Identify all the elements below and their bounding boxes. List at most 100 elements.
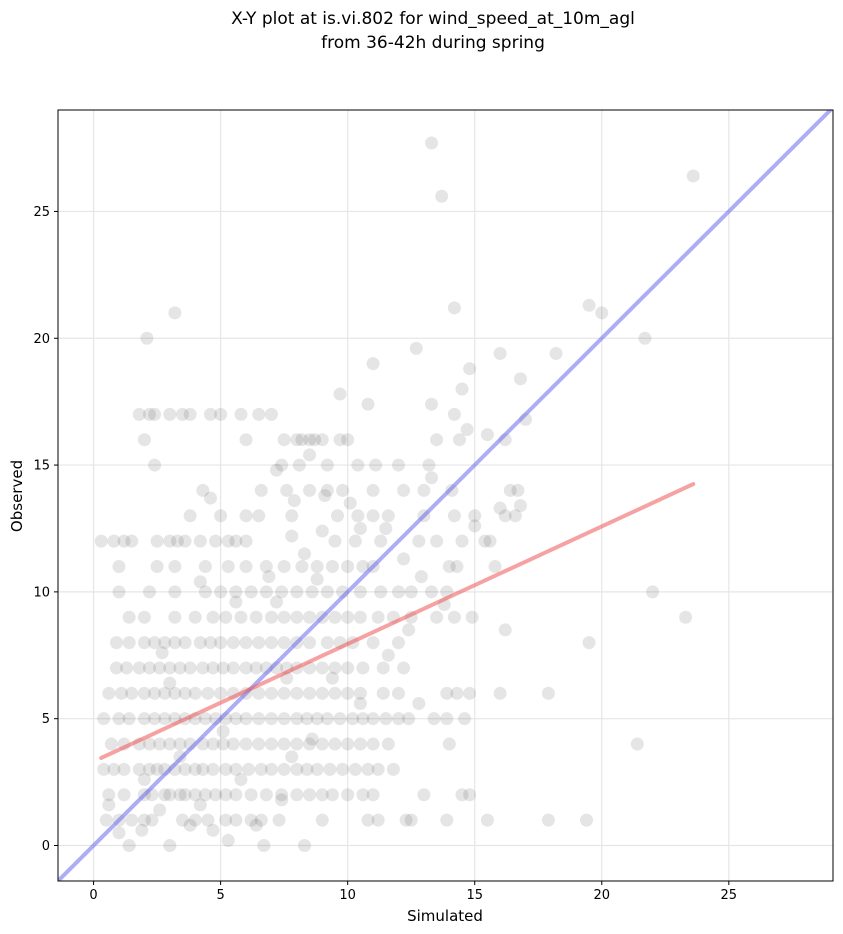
data-point (163, 838, 177, 852)
data-point (493, 346, 507, 360)
data-point (333, 712, 347, 726)
data-point (168, 585, 182, 599)
data-point (115, 686, 129, 700)
data-point (325, 560, 339, 574)
data-point (264, 762, 278, 776)
data-point (303, 433, 317, 447)
data-point (463, 686, 477, 700)
data-point (234, 773, 248, 787)
fit-lines-layer (58, 110, 833, 881)
data-point (343, 496, 357, 510)
data-point (229, 595, 243, 609)
data-point (463, 362, 477, 376)
data-point (244, 813, 258, 827)
data-point (173, 737, 187, 751)
data-point (239, 712, 253, 726)
data-point (341, 610, 355, 624)
data-point (277, 712, 291, 726)
data-point (290, 762, 304, 776)
data-point (150, 762, 164, 776)
data-point (249, 610, 263, 624)
data-point (455, 382, 469, 396)
data-point (320, 585, 334, 599)
data-point (120, 661, 134, 675)
data-point (178, 534, 192, 548)
data-point (376, 686, 390, 700)
data-point (214, 585, 228, 599)
data-point (168, 610, 182, 624)
data-point (412, 696, 426, 710)
data-point (397, 552, 411, 566)
data-point (483, 534, 497, 548)
data-point (447, 509, 461, 523)
points-layer (94, 136, 700, 852)
data-point (239, 534, 253, 548)
data-point (137, 686, 151, 700)
data-point (341, 560, 355, 574)
data-point (292, 458, 306, 472)
data-point (117, 534, 131, 548)
data-point (391, 686, 405, 700)
data-point (409, 341, 423, 355)
y-tick-label: 0 (42, 839, 50, 854)
data-point (150, 534, 164, 548)
data-point (198, 585, 212, 599)
data-point (460, 423, 474, 437)
data-point (315, 788, 329, 802)
x-tick-label: 5 (216, 888, 224, 903)
data-point (99, 813, 113, 827)
data-point (198, 560, 212, 574)
data-point (249, 818, 263, 832)
data-point (148, 686, 162, 700)
data-point (404, 585, 418, 599)
data-point (219, 610, 233, 624)
data-point (209, 788, 223, 802)
data-point (455, 788, 469, 802)
data-point (257, 838, 271, 852)
data-point (290, 433, 304, 447)
data-point (264, 610, 278, 624)
data-point (168, 306, 182, 320)
data-point (361, 813, 375, 827)
data-point (440, 712, 454, 726)
data-point (97, 762, 111, 776)
data-point (310, 762, 324, 776)
data-point (493, 686, 507, 700)
y-tick-label: 25 (33, 205, 50, 220)
one-to-one-line (58, 110, 833, 881)
data-point (270, 595, 284, 609)
data-point (595, 306, 609, 320)
data-point (214, 686, 228, 700)
data-point (262, 570, 276, 584)
data-point (315, 661, 329, 675)
data-point (183, 407, 197, 421)
data-point (646, 585, 660, 599)
data-point (366, 788, 380, 802)
data-point (203, 407, 217, 421)
data-point (229, 712, 243, 726)
data-point (206, 737, 220, 751)
data-point (379, 712, 393, 726)
data-point (264, 712, 278, 726)
data-point (229, 762, 243, 776)
data-point (315, 686, 329, 700)
y-tick-label: 5 (42, 712, 50, 727)
data-point (478, 534, 492, 548)
data-point (450, 560, 464, 574)
data-point (148, 407, 162, 421)
data-point (163, 534, 177, 548)
data-point (297, 838, 311, 852)
data-point (252, 407, 266, 421)
data-point (275, 458, 289, 472)
data-point (391, 458, 405, 472)
data-point (404, 813, 418, 827)
data-point (252, 712, 266, 726)
data-point (140, 331, 154, 345)
data-point (188, 813, 202, 827)
data-point (356, 661, 370, 675)
data-point (300, 762, 314, 776)
data-point (430, 610, 444, 624)
data-point (303, 483, 317, 497)
data-point (425, 471, 439, 485)
data-point (465, 610, 479, 624)
